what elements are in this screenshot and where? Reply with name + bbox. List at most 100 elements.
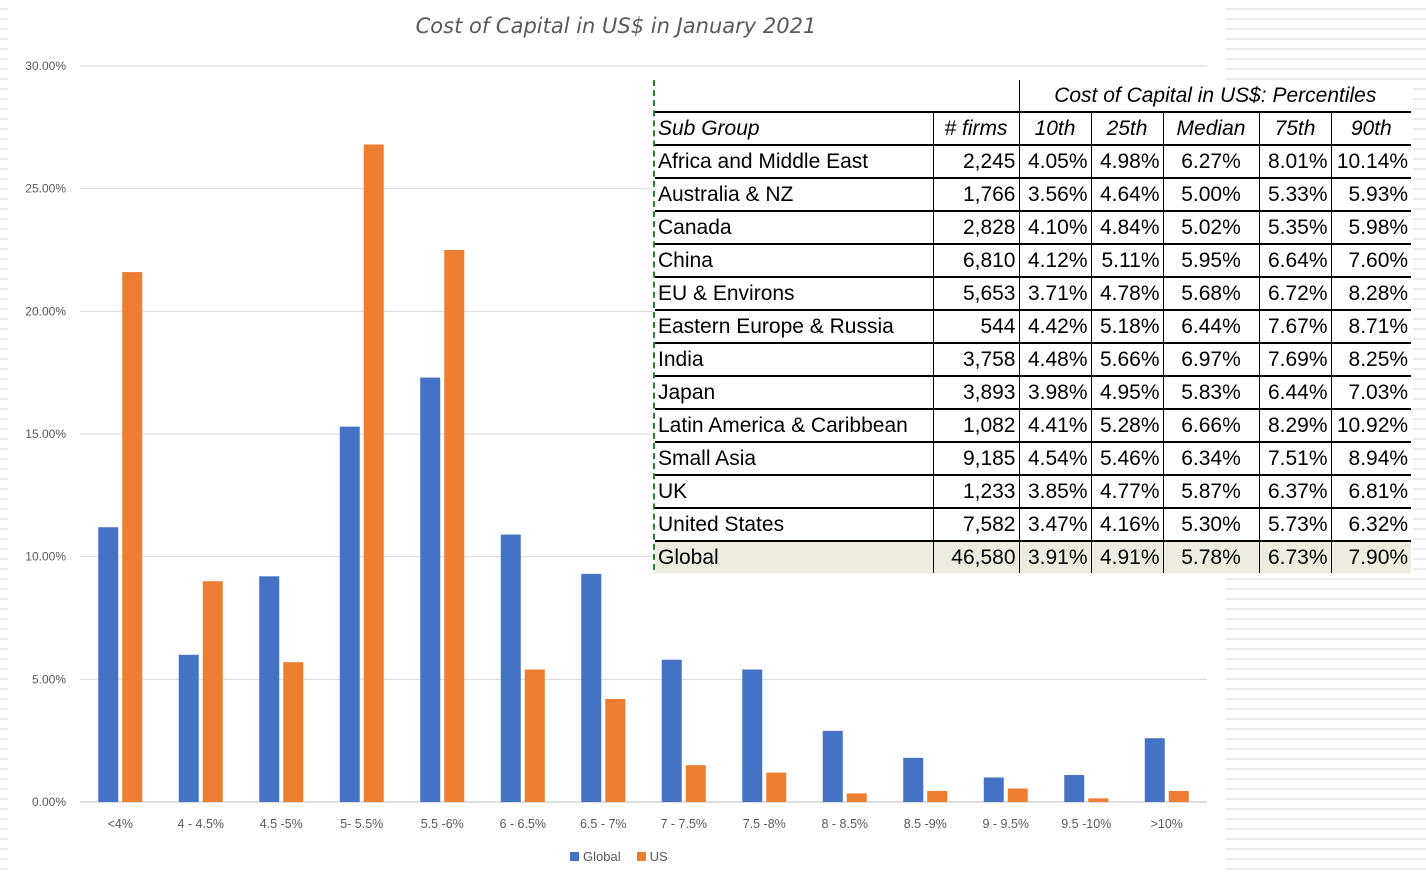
- x-tick-label: 8 - 8.5%: [821, 817, 868, 831]
- table-row: China 6,810 4.12% 5.11% 5.95% 6.64% 7.60%: [655, 243, 1412, 277]
- table-cell: Small Asia: [655, 441, 934, 475]
- table-cell: 46,580: [933, 540, 1020, 573]
- table-cell: 4.91%: [1091, 540, 1164, 573]
- table-cell: 6.37%: [1259, 474, 1332, 508]
- bar-global: [98, 527, 119, 802]
- y-tick-label: 15.00%: [25, 427, 66, 441]
- legend-label-us: US: [649, 849, 668, 864]
- y-tick-label: 25.00%: [25, 182, 66, 196]
- y-tick-label: 30.00%: [25, 59, 66, 73]
- bar-us: [846, 793, 867, 802]
- table-cell: 3,893: [933, 375, 1020, 409]
- table-column-header: 90th: [1331, 111, 1412, 145]
- table-cell: 4.05%: [1019, 144, 1092, 178]
- bar-us: [605, 698, 626, 802]
- table-cell: 6.34%: [1163, 441, 1260, 475]
- table-cell: 8.29%: [1259, 408, 1332, 442]
- table-body: Africa and Middle East 2,245 4.05% 4.98% 6.2…: [655, 144, 1412, 573]
- table-cell: 5.93%: [1331, 177, 1412, 211]
- table-cell: 6.64%: [1259, 243, 1332, 277]
- bar-global: [581, 573, 602, 802]
- x-tick-label: <4%: [108, 817, 133, 831]
- bar-global: [339, 426, 360, 802]
- table-cell: 3,758: [933, 342, 1020, 376]
- table-cell: 1,766: [933, 177, 1020, 211]
- x-tick-label: 7 - 7.5%: [660, 817, 707, 831]
- table-cell: 5.95%: [1163, 243, 1260, 277]
- bar-global: [822, 730, 843, 802]
- table-cell: 7.90%: [1331, 540, 1412, 573]
- table-cell: 5.98%: [1331, 210, 1412, 244]
- table-column-header: Median: [1163, 111, 1260, 145]
- table-cell: 6.73%: [1259, 540, 1332, 573]
- legend-label-global: Global: [583, 849, 621, 864]
- table-column-header: 75th: [1259, 111, 1332, 145]
- table-cell: 8.71%: [1331, 309, 1412, 343]
- table-row: Africa and Middle East 2,245 4.05% 4.98% 6.2…: [655, 144, 1412, 178]
- y-tick-label: 0.00%: [32, 795, 66, 809]
- table-cell: 4.84%: [1091, 210, 1164, 244]
- table-cell: United States: [655, 507, 934, 541]
- bar-us: [202, 581, 223, 802]
- table-cell: 4.12%: [1019, 243, 1092, 277]
- table-cell: 5.66%: [1091, 342, 1164, 376]
- table-cell: 5,653: [933, 276, 1020, 310]
- table-cell: 5.35%: [1259, 210, 1332, 244]
- bar-us: [766, 772, 787, 802]
- table-cell: 3.56%: [1019, 177, 1092, 211]
- bar-global: [178, 654, 199, 802]
- percentile-table-panel: Cost of Capital in US$: Percentiles Sub …: [653, 80, 1413, 573]
- x-tick-label: 5.5 -6%: [421, 817, 464, 831]
- x-tick-label: 4 - 4.5%: [177, 817, 224, 831]
- table-row: Global 46,580 3.91% 4.91% 5.78% 6.73% 7.90%: [655, 540, 1412, 573]
- table-row: Canada 2,828 4.10% 4.84% 5.02% 5.35% 5.98%: [655, 210, 1412, 244]
- table-cell: 4.95%: [1091, 375, 1164, 409]
- table-cell: 10.92%: [1331, 408, 1412, 442]
- table-cell: 6,810: [933, 243, 1020, 277]
- table-cell: 544: [933, 309, 1020, 343]
- table-cell: 4.77%: [1091, 474, 1164, 508]
- bar-global: [500, 534, 521, 802]
- table-cell: China: [655, 243, 934, 277]
- table-cell: 5.87%: [1163, 474, 1260, 508]
- table-column-header: 10th: [1019, 111, 1092, 145]
- legend-item-us: US: [636, 849, 668, 864]
- table-cell: 5.83%: [1163, 375, 1260, 409]
- table-cell: 5.73%: [1259, 507, 1332, 541]
- bar-us: [1007, 788, 1028, 802]
- table-cell: Latin America & Caribbean: [655, 408, 934, 442]
- table-cell: 6.66%: [1163, 408, 1260, 442]
- table-cell: 5.28%: [1091, 408, 1164, 442]
- bar-global: [1064, 775, 1085, 802]
- table-cell: 8.28%: [1331, 276, 1412, 310]
- table-cell: Global: [655, 540, 934, 573]
- x-tick-label: >10%: [1151, 817, 1183, 831]
- bar-us: [363, 144, 384, 803]
- bar-us: [927, 790, 948, 802]
- legend-item-global: Global: [570, 849, 621, 864]
- table-cell: EU & Environs: [655, 276, 934, 310]
- x-tick-label: 5- 5.5%: [340, 817, 383, 831]
- table-cell: 7,582: [933, 507, 1020, 541]
- table-cell: 4.48%: [1019, 342, 1092, 376]
- table-cell: 7.51%: [1259, 441, 1332, 475]
- table-cell: 1,082: [933, 408, 1020, 442]
- table-header-blank: [655, 80, 933, 112]
- table-cell: 3.98%: [1019, 375, 1092, 409]
- table-column-header: # firms: [933, 111, 1020, 145]
- table-cell: 6.97%: [1163, 342, 1260, 376]
- x-tick-label: 8.5 -9%: [904, 817, 947, 831]
- table-cell: 8.94%: [1331, 441, 1412, 475]
- table-cell: 6.32%: [1331, 507, 1412, 541]
- table-row: EU & Environs 5,653 3.71% 4.78% 5.68% 6.72% 8.…: [655, 276, 1412, 310]
- table-row: Small Asia 9,185 4.54% 5.46% 6.34% 7.51% 8.94%: [655, 441, 1412, 475]
- bar-us: [283, 662, 304, 802]
- table-cell: 1,233: [933, 474, 1020, 508]
- table-cell: Australia & NZ: [655, 177, 934, 211]
- table-cell: 10.14%: [1331, 144, 1412, 178]
- bar-global: [983, 777, 1004, 802]
- table-cell: 4.16%: [1091, 507, 1164, 541]
- x-tick-label: 6.5 - 7%: [580, 817, 627, 831]
- bar-global: [661, 659, 682, 802]
- table-cell: 6.27%: [1163, 144, 1260, 178]
